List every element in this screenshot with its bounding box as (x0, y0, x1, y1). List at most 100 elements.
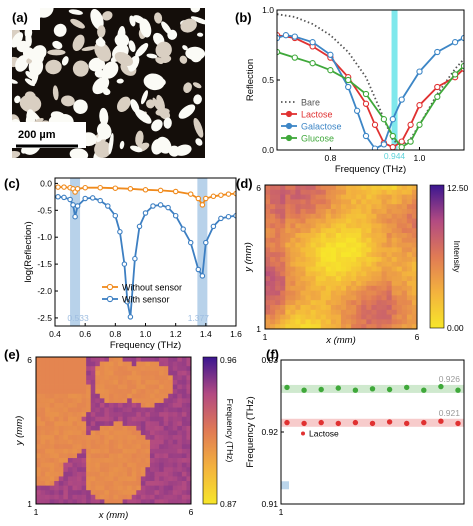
heatmap-cell (81, 444, 87, 450)
heatmap-cell (163, 407, 169, 413)
heatmap-cell (411, 237, 418, 243)
bright-region (94, 42, 112, 62)
x-tick-label: 1.0 (414, 153, 426, 163)
heatmap-cell (330, 285, 337, 291)
heatmap-cell (300, 314, 306, 320)
heatmap-cell (396, 305, 403, 311)
heatmap-cell (341, 290, 347, 296)
heatmap-cell (305, 281, 311, 287)
heatmap-cell (406, 209, 413, 215)
heatmap-cell (361, 204, 367, 210)
heatmap-cell (186, 412, 192, 418)
heatmap-cell (396, 319, 403, 325)
heatmap-cell (177, 389, 183, 395)
heatmap-cell (335, 300, 342, 306)
bright-region (102, 61, 119, 79)
y-tick-label: 0.93 (261, 355, 278, 365)
heatmap-cell (361, 252, 367, 258)
heatmap-cell (149, 375, 155, 381)
heatmap-cell (300, 290, 306, 296)
heatmap-cell (280, 199, 286, 205)
heatmap-cell (122, 448, 128, 454)
heatmap-cell (270, 247, 276, 253)
heatmap-cell (99, 366, 105, 372)
heatmap-cell (168, 398, 174, 404)
heatmap-cell (305, 324, 311, 330)
heatmap-cell (356, 300, 362, 306)
heatmap-cell (136, 389, 142, 395)
heatmap-cell (177, 458, 183, 464)
heatmap-cell (136, 490, 142, 496)
heatmap-cell (325, 261, 332, 267)
heatmap-cell (186, 421, 192, 427)
heatmap-cell (40, 458, 46, 464)
heatmap-cell (113, 435, 119, 441)
heatmap-cell (104, 389, 110, 395)
heatmap-cell (315, 266, 322, 272)
heatmap-cell (122, 444, 128, 450)
heatmap-cell (136, 439, 142, 445)
heatmap-cell (108, 481, 114, 487)
heatmap-cell (86, 494, 92, 500)
heatmap-cell (154, 389, 160, 395)
bright-region (193, 117, 204, 138)
heatmap-cell (113, 398, 119, 404)
heatmap-cell (108, 476, 114, 482)
panel-c-axes: 0.4 0.6 0.8 1.0 1.2 1.4 1.60.0-0.5-1.0-1.5-2.0… (23, 177, 242, 351)
heatmap-cell (391, 295, 398, 301)
heatmap-cell (310, 252, 317, 258)
heatmap-cell (371, 266, 377, 272)
heatmap-cell (145, 444, 151, 450)
bright-region (95, 38, 106, 47)
heatmap-cell (275, 309, 281, 315)
heatmap-cell (104, 458, 110, 464)
heatmap-cell (391, 276, 398, 282)
heatmap-cell (145, 467, 151, 473)
heatmap-cell (181, 389, 187, 395)
data-point (386, 386, 393, 393)
heatmap-cell (335, 324, 342, 330)
heatmap-cell (265, 194, 271, 200)
heatmap-cell (177, 453, 183, 459)
heatmap-cell (108, 444, 114, 450)
heatmap-cell (341, 295, 347, 301)
heatmap-cell (275, 305, 281, 311)
heatmap-cell (159, 412, 165, 418)
heatmap-cell (366, 213, 372, 219)
heatmap-cell (295, 314, 301, 320)
heatmap-cell (285, 276, 291, 282)
heatmap-cell (45, 384, 51, 390)
heatmap-cell (40, 435, 46, 441)
heatmap-cell (361, 309, 367, 315)
heatmap-cell (86, 476, 92, 482)
heatmap-cell (356, 194, 362, 200)
data-point (380, 141, 388, 148)
panel-a-label: (a) (12, 10, 28, 25)
heatmap-cell (371, 324, 377, 330)
heatmap-cell (86, 421, 92, 427)
data-point (389, 116, 396, 123)
heatmap-cell (181, 370, 187, 376)
heatmap-cell (186, 448, 192, 454)
heatmap-cell (330, 319, 337, 325)
heatmap-cell (113, 357, 119, 362)
heatmap-cell (149, 384, 155, 390)
heatmap-cell (58, 481, 64, 487)
heatmap-cell (300, 319, 306, 325)
heatmap-cell (159, 393, 165, 399)
heatmap-cell (330, 295, 337, 301)
heatmap-cell (320, 285, 327, 291)
heatmap-cell (177, 402, 183, 408)
heatmap-cell (396, 233, 403, 239)
heatmap-cell (54, 361, 60, 367)
heatmap-cell (376, 295, 382, 301)
bright-region (69, 148, 89, 158)
heatmap-cell (325, 319, 332, 325)
heatmap-cell (411, 309, 418, 315)
heatmap-cell (335, 276, 342, 282)
heatmap-cell (391, 261, 398, 267)
heatmap-cell (351, 266, 357, 272)
heatmap-cell (356, 185, 362, 191)
heatmap-cell (361, 185, 367, 191)
heatmap-cell (40, 499, 46, 505)
